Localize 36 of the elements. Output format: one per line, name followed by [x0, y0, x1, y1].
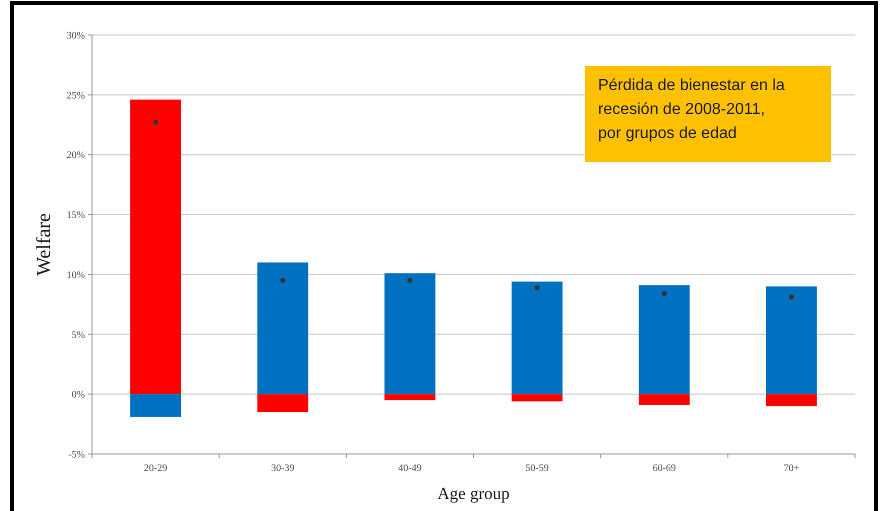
- y-tick-label: 10%: [66, 270, 85, 281]
- bar: [766, 394, 817, 406]
- point: [534, 285, 540, 290]
- y-tick-label: 0%: [72, 390, 85, 401]
- bar: [512, 394, 563, 402]
- bar: [384, 273, 436, 394]
- x-tick-label: 50-59: [525, 463, 549, 474]
- x-tick-label: 60-69: [652, 463, 676, 474]
- point: [153, 120, 158, 125]
- y-tick-label: -5%: [68, 450, 85, 460]
- y-tick-label: 20%: [66, 150, 85, 162]
- point: [788, 294, 794, 300]
- y-tick-label: 30%: [66, 30, 85, 42]
- annotation: Pérdida de bienestar en la recesión de 2008-2011, por grupos de edad: [598, 77, 785, 142]
- x-tick-label: 40-49: [398, 463, 422, 474]
- x-tick-label: 30-39: [271, 463, 294, 474]
- y-tick-label: 15%: [66, 210, 85, 222]
- bar: [512, 282, 563, 394]
- point: [662, 291, 667, 296]
- y-tick-label: 25%: [66, 90, 85, 102]
- bar: [384, 394, 436, 400]
- x-tick-label: 20-29: [144, 463, 168, 474]
- bar: [257, 394, 308, 412]
- x-tick-label: 70+: [784, 463, 800, 474]
- bar: [130, 100, 182, 394]
- bar: [130, 394, 182, 417]
- point: [407, 278, 412, 283]
- note-box: Pérdida de bienestar en la recesión de 2008-2011, por grupos de edad: [585, 66, 831, 162]
- bar: [638, 394, 690, 405]
- bar: [766, 286, 817, 394]
- y-axis-title: Welfare: [33, 212, 55, 276]
- bar: [257, 262, 308, 394]
- x-axis-title: Age group: [437, 484, 510, 503]
- bar: [638, 285, 690, 394]
- point: [280, 278, 286, 283]
- y-tick-label: 5%: [72, 330, 85, 341]
